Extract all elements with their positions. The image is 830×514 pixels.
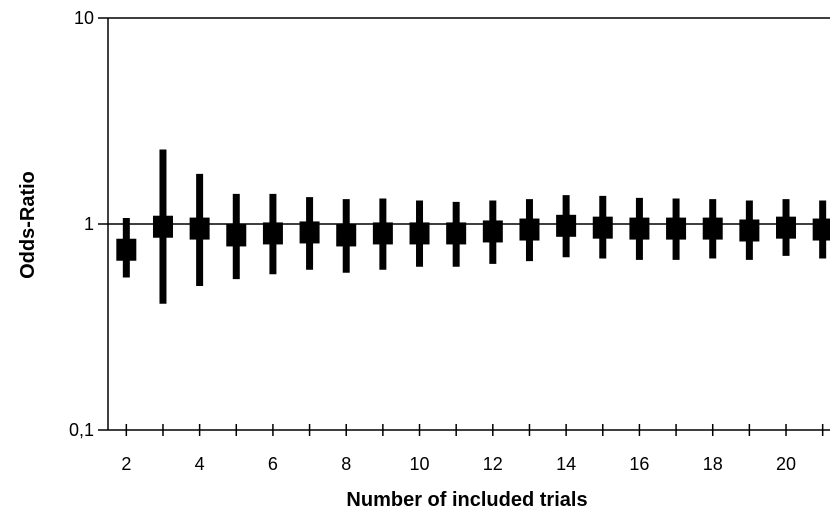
point-estimate	[739, 219, 760, 242]
point-estimate	[702, 217, 723, 240]
point-estimate	[152, 215, 173, 238]
ticks-group	[98, 17, 824, 436]
x-tick-label: 18	[703, 454, 723, 474]
x-tick-label: 2	[121, 454, 131, 474]
x-tick-label: 16	[629, 454, 649, 474]
point-estimate	[482, 220, 503, 243]
y-tick-label: 0,1	[69, 420, 94, 440]
point-estimate	[556, 214, 577, 237]
x-tick-label: 12	[483, 454, 503, 474]
x-tick-label: 20	[776, 454, 796, 474]
point-estimate	[262, 222, 283, 245]
tick-labels-group: 0,1 1 10 2 4 6 8 10 12 14 16 18 20	[69, 8, 796, 474]
point-estimate	[372, 222, 393, 245]
point-estimate	[409, 222, 430, 245]
x-tick-label: 14	[556, 454, 576, 474]
x-tick-label: 8	[341, 454, 351, 474]
point-estimate	[629, 217, 650, 240]
point-estimate	[116, 238, 137, 261]
y-tick-label: 10	[74, 8, 94, 28]
x-tick-label: 10	[410, 454, 430, 474]
point-estimate	[189, 217, 210, 240]
point-estimate	[336, 224, 357, 247]
y-axis-title: Odds-Ratio	[17, 171, 39, 279]
point-estimate	[299, 221, 320, 244]
point-estimate	[592, 216, 613, 239]
point-estimate	[519, 218, 540, 241]
point-estimate	[446, 222, 467, 245]
x-tick-label: 4	[195, 454, 205, 474]
point-estimate	[226, 224, 247, 247]
point-estimate	[812, 218, 830, 241]
error-bars-group	[116, 149, 830, 304]
x-tick-label: 6	[268, 454, 278, 474]
point-estimate	[776, 216, 797, 239]
y-tick-label: 1	[84, 214, 94, 234]
point-estimate	[666, 217, 687, 240]
x-axis-title: Number of included trials	[346, 489, 587, 511]
